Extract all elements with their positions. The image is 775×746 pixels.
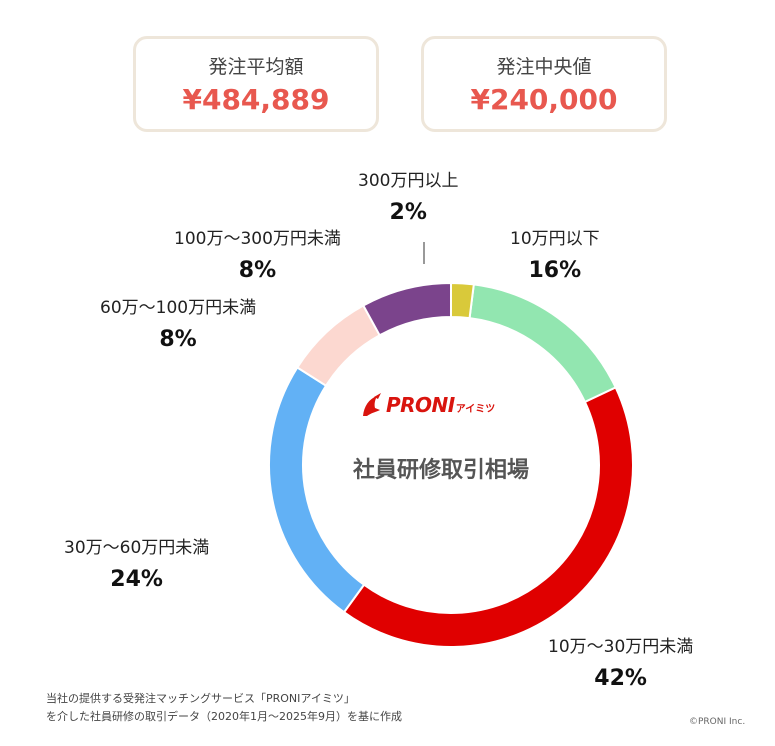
slice-percent-under-10man: 16% (528, 258, 582, 283)
median-amount-card: 発注中央値 ¥240,000 (421, 36, 667, 132)
slice-percent-over-300man: 2% (389, 200, 427, 225)
average-amount-value: ¥484,889 (182, 83, 330, 116)
data-source-note: 当社の提供する受発注マッチングサービス「PRONIアイミツ」 を介した社員研修の… (46, 690, 402, 726)
slice-category-60-100man: 60万〜100万円未満 (100, 298, 257, 318)
slice-category-over-300man: 300万円以上 (358, 171, 459, 191)
data-source-line-1: 当社の提供する受発注マッチングサービス「PRONIアイミツ」 (46, 692, 355, 705)
slice-label-60-100man: 60万〜100万円未満 8% (100, 297, 256, 355)
proni-bird-icon (363, 393, 381, 416)
slice-percent-100-300man: 8% (238, 258, 277, 283)
slice-percent-60-100man: 8% (159, 327, 197, 352)
average-amount-label: 発注平均額 (208, 56, 304, 78)
proni-logo-sub: アイミツ (455, 404, 496, 415)
slice-label-over-300man: 300万円以上 2% (358, 170, 458, 228)
average-amount-card: 発注平均額 ¥484,889 (133, 36, 379, 132)
slice-label-30-60man: 30万〜60万円未満 24% (64, 537, 209, 595)
median-amount-label: 発注中央値 (496, 56, 592, 78)
slice-label-100-300man: 100万〜300万円未満 8% (174, 228, 341, 286)
slice-category-10-30man: 10万〜30万円未満 (548, 637, 694, 657)
proni-logo: PRONI アイミツ (360, 388, 495, 422)
data-source-line-2: を介した社員研修の取引データ（2020年1月〜2025年9月）を基に作成 (46, 710, 402, 723)
slice-percent-30-60man: 24% (110, 567, 163, 592)
median-amount-value: ¥240,000 (470, 83, 618, 116)
chart-center-title: 社員研修取引相場 (352, 458, 529, 483)
slice-label-10-30man: 10万〜30万円未満 42% (548, 636, 693, 694)
slice-category-under-10man: 10万円以下 (510, 229, 600, 249)
slice-category-100-300man: 100万〜300万円未満 (174, 229, 341, 249)
copyright-text: ©PRONI Inc. (689, 717, 746, 727)
slice-percent-10-30man: 42% (594, 666, 647, 691)
proni-logo-text: PRONI (386, 393, 455, 417)
slice-label-under-10man: 10万円以下 16% (510, 228, 600, 286)
slice-category-30-60man: 30万〜60万円未満 (64, 538, 210, 558)
donut-slice-over-300man (449, 281, 475, 320)
